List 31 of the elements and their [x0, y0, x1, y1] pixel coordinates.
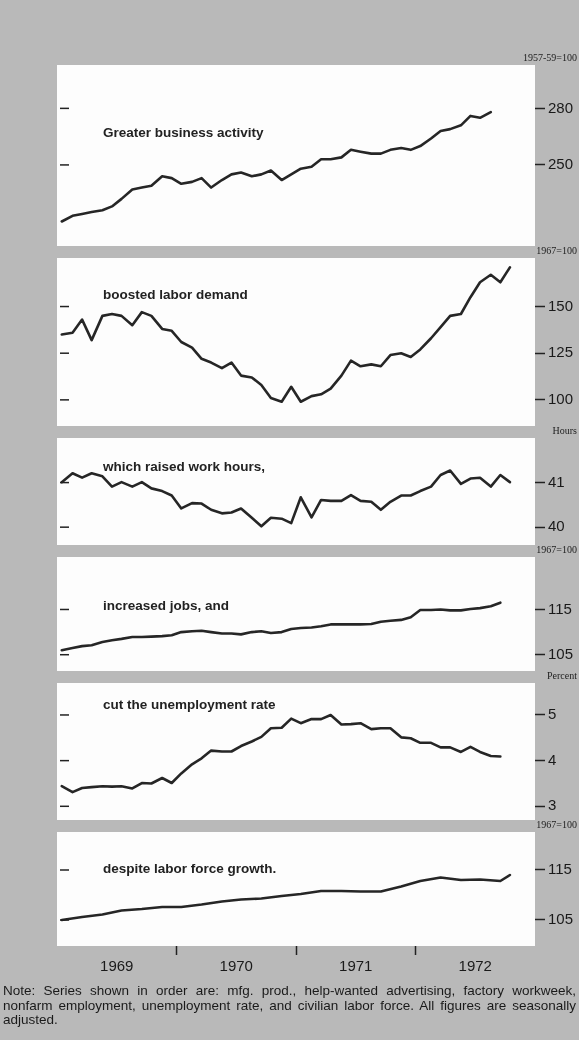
text: despite labor force growth. — [103, 860, 277, 876]
text: boosted labor demand — [103, 286, 248, 302]
y-tick-label: 150 — [548, 296, 574, 314]
y-tick-label: 105 — [548, 644, 574, 662]
y-tick-label: 115 — [548, 860, 572, 878]
y-tick-label: 41 — [548, 472, 565, 490]
y-tick-label: 100 — [548, 390, 574, 408]
y-tick-label: 280 — [548, 98, 574, 116]
text: increased jobs, and — [103, 597, 230, 613]
text: cut the unemployment rate — [103, 696, 277, 712]
y-tick-label: 105 — [548, 910, 574, 928]
y-tick-label: 250 — [548, 155, 574, 173]
y-axis-title: Hours — [552, 425, 578, 436]
x-tick-label: 1970 — [219, 957, 253, 975]
text: Greater business activity — [103, 124, 265, 140]
x-tick-label: 1971 — [339, 957, 373, 975]
text: Note: Series shown in order are: mfg. prod., help-wanted advertising, factory workweek, nonfarm employment, unemployment rate, and civilian labor force. All figures are seasonally adjusted. — [3, 983, 576, 1028]
y-tick-label: 3 — [548, 796, 557, 814]
y-axis-title: 1967=100 — [536, 544, 577, 555]
x-tick-label: 1972 — [458, 957, 492, 975]
y-axis-title: 1967=100 — [536, 819, 577, 830]
y-tick-label: 115 — [548, 599, 572, 617]
x-tick-label: 1969 — [100, 957, 134, 975]
y-tick-label: 125 — [548, 343, 574, 361]
y-tick-label: 5 — [548, 705, 557, 723]
text: which raised work hours, — [102, 458, 266, 474]
y-axis-title: Percent — [547, 670, 578, 681]
y-axis-title: 1957-59=100 — [523, 52, 577, 63]
y-tick-label: 4 — [548, 750, 557, 768]
y-tick-label: 40 — [548, 517, 565, 535]
y-axis-title: 1967=100 — [536, 245, 577, 256]
